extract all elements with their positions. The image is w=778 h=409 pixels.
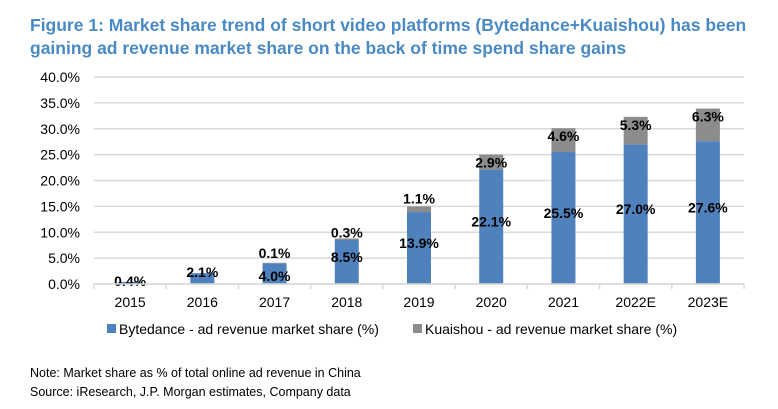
data-label-kuaishou: 5.3% — [620, 117, 652, 133]
bar-kuaishou — [695, 108, 720, 142]
y-tick-label: 35.0% — [40, 95, 80, 111]
bar-bytedance — [262, 263, 287, 284]
chart-title: Figure 1: Market share trend of short vi… — [30, 15, 747, 58]
data-label-kuaishou: 0.3% — [331, 224, 363, 240]
data-label-bytedance: 0.4% — [114, 273, 146, 289]
bar-bytedance — [479, 169, 504, 284]
x-tick-label: 2019 — [403, 294, 434, 310]
y-tick-label: 20.0% — [40, 173, 80, 189]
data-label-bytedance: 22.1% — [471, 214, 511, 230]
x-tick-label: 2016 — [187, 294, 218, 310]
bar-bytedance — [407, 212, 431, 284]
y-tick-label: 15.0% — [40, 198, 80, 214]
bar-kuaishou — [479, 154, 504, 170]
bar-bytedance — [118, 281, 143, 284]
bar-kuaishou — [551, 128, 576, 153]
data-label-kuaishou: 2.9% — [475, 155, 507, 171]
y-tick-label: 5.0% — [48, 250, 80, 266]
x-tick-label: 2023E — [688, 294, 728, 310]
bar-bytedance — [334, 240, 359, 284]
x-tick-label: 2020 — [476, 294, 507, 310]
legend-swatch — [413, 324, 422, 333]
bar-kuaishou — [334, 238, 359, 241]
bar-kuaishou — [262, 262, 287, 264]
y-tick-label: 30.0% — [40, 121, 80, 137]
legend-label: Bytedance - ad revenue market share (%) — [119, 321, 379, 337]
bar-bytedance — [190, 273, 215, 284]
chart-note: Note: Market share as % of total online … — [30, 366, 361, 380]
bar-bytedance — [695, 141, 720, 284]
y-tick-label: 0.0% — [48, 276, 80, 292]
data-label-bytedance: 27.0% — [616, 201, 656, 217]
data-label-kuaishou: 0.1% — [259, 245, 291, 261]
data-label-bytedance: 8.5% — [331, 249, 363, 265]
data-label-bytedance: 25.5% — [544, 205, 584, 221]
legend-label: Kuaishou - ad revenue market share (%) — [425, 321, 677, 337]
y-tick-label: 25.0% — [40, 147, 80, 163]
bar-kuaishou — [623, 116, 648, 145]
data-label-kuaishou: 4.6% — [547, 128, 579, 144]
bar-bytedance — [623, 144, 648, 284]
x-tick-label: 2015 — [115, 294, 146, 310]
data-label-bytedance: 4.0% — [259, 268, 291, 284]
x-tick-label: 2018 — [331, 294, 362, 310]
x-tick-label: 2022E — [615, 294, 655, 310]
y-tick-label: 40.0% — [40, 69, 80, 85]
data-label-bytedance: 2.1% — [186, 264, 218, 280]
bar-bytedance — [551, 152, 576, 284]
chart-source: Source: iResearch, J.P. Morgan estimates… — [30, 385, 351, 399]
data-label-kuaishou: 6.3% — [692, 109, 724, 125]
x-tick-label: 2017 — [259, 294, 290, 310]
x-tick-label: 2021 — [548, 294, 579, 310]
data-label-bytedance: 13.9% — [399, 235, 439, 251]
bar-kuaishou — [407, 206, 431, 213]
legend-swatch — [107, 324, 116, 333]
data-label-kuaishou: 1.1% — [403, 190, 435, 206]
data-label-bytedance: 27.6% — [688, 199, 728, 215]
y-tick-label: 10.0% — [40, 224, 80, 240]
